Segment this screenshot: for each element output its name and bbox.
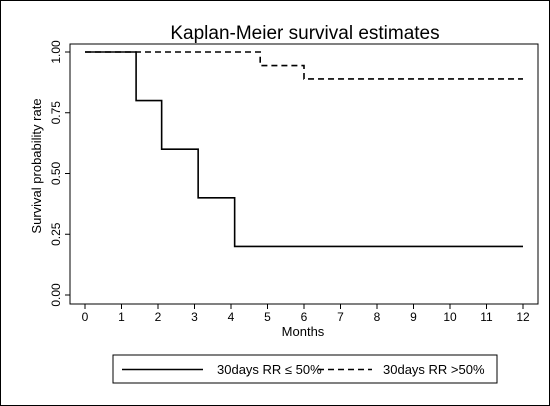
x-tick-label: 12 bbox=[516, 310, 530, 324]
y-tick-label: 0.50 bbox=[49, 161, 63, 185]
legend: 30days RR ≤ 50% 30days RR >50% bbox=[112, 354, 498, 384]
x-tick-label: 2 bbox=[155, 310, 162, 324]
survival-curve-rr-le-50 bbox=[85, 51, 523, 248]
x-tick-label: 9 bbox=[410, 310, 417, 324]
plot-area bbox=[69, 43, 539, 305]
y-axis-title: Survival probability rate bbox=[29, 98, 44, 233]
y-axis: 0.00 0.25 0.50 0.75 1.00 bbox=[49, 40, 70, 307]
legend-label-rr-le-50: 30days RR ≤ 50% bbox=[217, 362, 322, 377]
x-tick-label: 7 bbox=[337, 310, 344, 324]
y-tick-label: 0.00 bbox=[49, 283, 63, 307]
x-tick-label: 8 bbox=[374, 310, 381, 324]
x-tick-label: 4 bbox=[228, 310, 235, 324]
x-tick-label: 1 bbox=[118, 310, 125, 324]
chart-title: Kaplan-Meier survival estimates bbox=[170, 23, 439, 44]
y-tick-label: 0.25 bbox=[49, 222, 63, 246]
x-tick-label: 10 bbox=[443, 310, 457, 324]
survival-curve-rr-gt-50 bbox=[85, 51, 523, 80]
legend-label-rr-gt-50: 30days RR >50% bbox=[383, 362, 485, 377]
x-tick-label: 3 bbox=[191, 310, 198, 324]
legend-box bbox=[112, 354, 498, 384]
x-tick-label: 6 bbox=[301, 310, 308, 324]
x-tick-label: 5 bbox=[264, 310, 271, 324]
x-axis: 0 1 2 3 4 5 6 7 8 9 10 11 12 bbox=[82, 304, 530, 324]
x-tick-label: 0 bbox=[82, 310, 89, 324]
x-axis-title: Months bbox=[282, 324, 325, 339]
series-layer bbox=[85, 51, 523, 248]
y-tick-label: 0.75 bbox=[49, 101, 63, 125]
y-tick-label: 1.00 bbox=[49, 40, 63, 64]
x-tick-label: 11 bbox=[480, 310, 493, 324]
